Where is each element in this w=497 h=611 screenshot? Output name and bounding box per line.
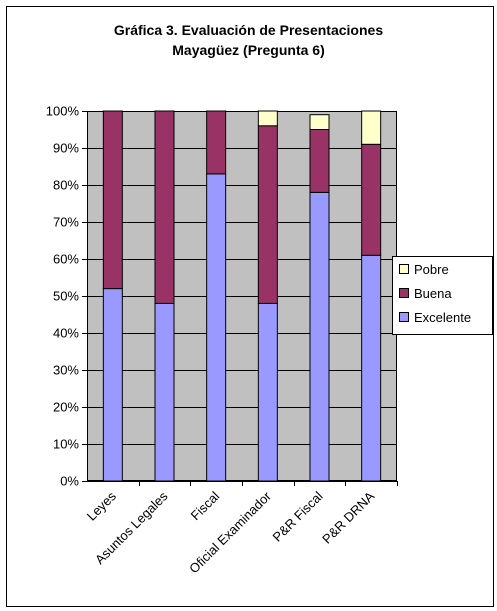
x-category-label: Leyes: [84, 488, 119, 523]
legend-box: [392, 256, 493, 335]
bar-segment-excelente: [309, 191, 330, 482]
bar-segment-buena: [309, 129, 330, 193]
chart-title-line-2: Mayagüez (Pregunta 6): [172, 42, 325, 58]
bar-segment-excelente: [257, 302, 278, 482]
y-tick-label: 100%: [46, 104, 80, 119]
chart-title-line-1: Gráfica 3. Evaluación de Presentaciones: [113, 22, 384, 38]
bar-segment-buena: [102, 110, 123, 290]
bar-segment-buena: [361, 143, 382, 256]
y-tick-label: 20%: [53, 400, 79, 415]
bar-segment-buena: [257, 125, 278, 304]
x-category-label: Fiscal: [188, 488, 223, 523]
legend-swatch-pobre: [399, 264, 409, 274]
y-tick-label: 50%: [53, 289, 79, 304]
y-tick-label: 0%: [60, 474, 79, 489]
bar-segment-excelente: [361, 254, 382, 482]
legend-label-pobre: Pobre: [414, 262, 449, 277]
bar-segment-buena: [206, 110, 227, 175]
y-tick-label: 40%: [53, 326, 79, 341]
y-tick-label: 60%: [53, 252, 79, 267]
bar-segment-excelente: [102, 288, 123, 482]
x-category-label: P&R DRNA: [319, 488, 377, 546]
y-tick-label: 30%: [53, 363, 79, 378]
bar-segment-excelente: [154, 302, 175, 482]
bar-segment-pobre: [361, 110, 382, 145]
chart-title: Gráfica 3. Evaluación de Presentaciones …: [0, 20, 497, 60]
y-tick-label: 10%: [53, 437, 79, 452]
bar-segment-pobre: [257, 110, 278, 127]
legend-label-excelente: Excelente: [414, 310, 471, 325]
legend-label-buena: Buena: [414, 286, 452, 301]
bar-segment-pobre: [309, 114, 330, 130]
bar-segment-buena: [154, 110, 175, 304]
legend-swatch-excelente: [399, 312, 409, 322]
y-tick-label: 80%: [53, 178, 79, 193]
legend-swatch-buena: [399, 288, 409, 298]
bar-segment-excelente: [206, 173, 227, 482]
y-tick-label: 70%: [53, 215, 79, 230]
y-tick-label: 90%: [53, 141, 79, 156]
x-category-label: P&R Fiscal: [270, 488, 326, 544]
